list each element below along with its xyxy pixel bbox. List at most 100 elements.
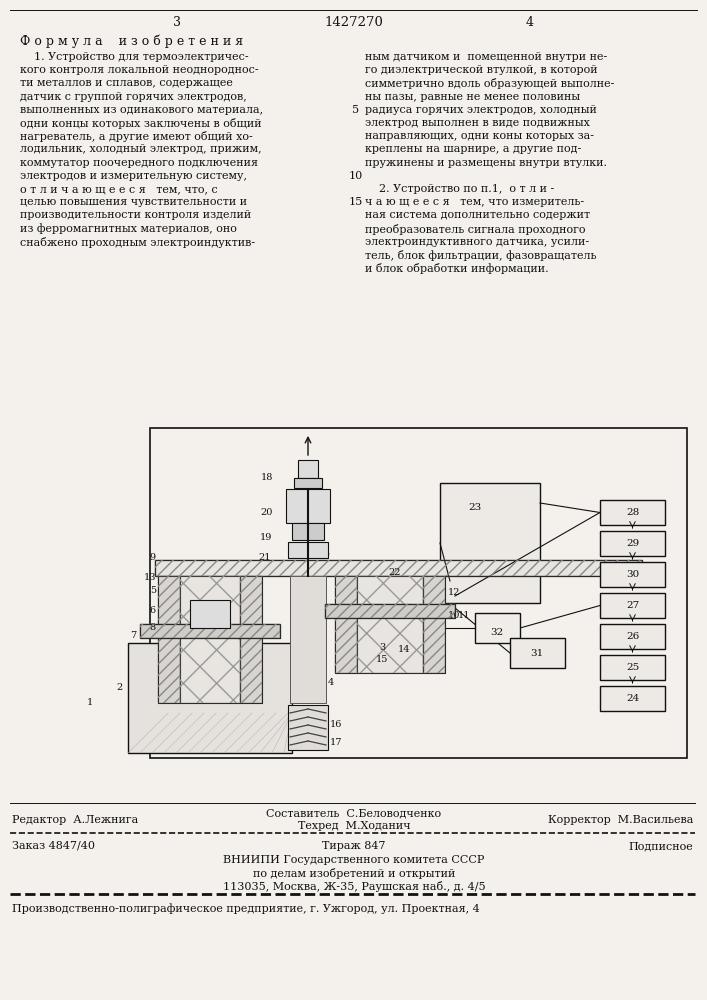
Text: 25: 25 — [626, 663, 639, 672]
Text: 5: 5 — [150, 586, 156, 595]
Text: пружинены и размещены внутри втулки.: пружинены и размещены внутри втулки. — [365, 158, 607, 168]
Text: снабжено проходным электроиндуктив-: снабжено проходным электроиндуктив- — [20, 237, 255, 248]
Text: симметрично вдоль образующей выполне-: симметрично вдоль образующей выполне- — [365, 78, 614, 89]
Text: 2: 2 — [117, 683, 123, 692]
Bar — [510, 638, 565, 668]
Bar — [600, 531, 665, 556]
Text: и блок обработки информации.: и блок обработки информации. — [365, 263, 549, 274]
Text: выполненных из одинакового материала,: выполненных из одинакового материала, — [20, 105, 263, 115]
Bar — [357, 576, 423, 673]
Text: 3: 3 — [173, 16, 181, 29]
Text: ны пазы, равные не менее половины: ны пазы, равные не менее половины — [365, 92, 580, 102]
Text: радиуса горячих электродов, холодный: радиуса горячих электродов, холодный — [365, 105, 597, 115]
Text: ти металлов и сплавов, содержащее: ти металлов и сплавов, содержащее — [20, 78, 233, 88]
Bar — [286, 489, 330, 523]
Text: датчик с группой горячих электродов,: датчик с группой горячих электродов, — [20, 92, 247, 102]
Bar — [440, 483, 540, 603]
Text: Производственно-полиграфическое предприятие, г. Ужгород, ул. Проектная, 4: Производственно-полиграфическое предприя… — [12, 903, 480, 914]
Text: 3: 3 — [379, 643, 385, 652]
Bar — [158, 576, 180, 703]
Text: электродов и измерительную систему,: электродов и измерительную систему, — [20, 171, 247, 181]
Bar — [325, 604, 455, 618]
Text: преобразователь сигнала проходного: преобразователь сигнала проходного — [365, 224, 585, 235]
Text: го диэлектрической втулкой, в которой: го диэлектрической втулкой, в которой — [365, 65, 597, 75]
Bar — [335, 576, 357, 673]
Text: 1. Устройство для термоэлектричес-: 1. Устройство для термоэлектричес- — [20, 52, 249, 62]
Bar — [190, 600, 230, 628]
Text: Корректор  М.Васильева: Корректор М.Васильева — [548, 815, 693, 825]
Bar — [475, 613, 520, 643]
Text: 31: 31 — [530, 648, 544, 658]
Bar — [600, 593, 665, 618]
Text: 9: 9 — [150, 553, 156, 562]
Bar — [155, 560, 642, 576]
Text: 23: 23 — [468, 503, 481, 512]
Text: лодильник, холодный электрод, прижим,: лодильник, холодный электрод, прижим, — [20, 144, 262, 154]
Text: 24: 24 — [626, 694, 639, 703]
Text: 15: 15 — [376, 655, 388, 664]
Bar — [240, 576, 262, 703]
Text: 113035, Москва, Ж-35, Раушская наб., д. 4/5: 113035, Москва, Ж-35, Раушская наб., д. … — [223, 881, 485, 892]
Text: 11: 11 — [458, 611, 470, 620]
Text: по делам изобретений и открытий: по делам изобретений и открытий — [253, 868, 455, 879]
Text: 16: 16 — [330, 720, 342, 729]
Text: 18: 18 — [261, 473, 273, 482]
Text: 26: 26 — [626, 632, 639, 641]
Bar — [150, 428, 687, 758]
Bar — [292, 523, 324, 540]
Text: 8: 8 — [150, 623, 156, 632]
Text: 21: 21 — [259, 553, 271, 562]
Text: производительности контроля изделий: производительности контроля изделий — [20, 210, 251, 220]
Bar — [600, 655, 665, 680]
Text: 12: 12 — [448, 588, 460, 597]
Text: тель, блок фильтрации, фазовращатель: тель, блок фильтрации, фазовращатель — [365, 250, 597, 261]
Bar — [288, 705, 328, 750]
Bar — [600, 624, 665, 649]
Text: 2. Устройство по п.1,  о т л и -: 2. Устройство по п.1, о т л и - — [365, 184, 554, 194]
Text: ч а ю щ е е с я   тем, что измеритель-: ч а ю щ е е с я тем, что измеритель- — [365, 197, 584, 207]
Text: Редактор  А.Лежнига: Редактор А.Лежнига — [12, 815, 139, 825]
Text: 1427270: 1427270 — [325, 16, 383, 29]
Text: целью повышения чувствительности и: целью повышения чувствительности и — [20, 197, 247, 207]
Text: Техред  М.Ходанич: Техред М.Ходанич — [298, 821, 410, 831]
Text: 28: 28 — [626, 508, 639, 517]
Text: коммутатор поочередного подключения: коммутатор поочередного подключения — [20, 158, 258, 168]
Text: ным датчиком и  помещенной внутри не-: ным датчиком и помещенной внутри не- — [365, 52, 607, 62]
Bar — [357, 576, 423, 673]
Text: нагреватель, а другие имеют общий хо-: нагреватель, а другие имеют общий хо- — [20, 131, 252, 142]
Text: 13: 13 — [144, 573, 156, 582]
Text: о т л и ч а ю щ е е с я   тем, что, с: о т л и ч а ю щ е е с я тем, что, с — [20, 184, 218, 194]
Text: 14: 14 — [398, 645, 411, 654]
Text: одни концы которых заключены в общий: одни концы которых заключены в общий — [20, 118, 262, 129]
Bar — [140, 624, 280, 638]
Bar — [423, 576, 445, 673]
Text: направляющих, одни коны которых за-: направляющих, одни коны которых за- — [365, 131, 594, 141]
Text: кого контроля локальной неоднороднос-: кого контроля локальной неоднороднос- — [20, 65, 259, 75]
Bar — [158, 576, 180, 703]
Text: 6: 6 — [150, 606, 156, 615]
Bar — [288, 542, 328, 558]
Text: электроиндуктивного датчика, усили-: электроиндуктивного датчика, усили- — [365, 237, 589, 247]
Text: 30: 30 — [626, 570, 639, 579]
Text: 15: 15 — [349, 197, 363, 207]
Text: 10: 10 — [349, 171, 363, 181]
Bar — [325, 604, 455, 618]
Text: 7: 7 — [130, 631, 136, 640]
Bar — [180, 576, 240, 703]
Text: электрод выполнен в виде подвижных: электрод выполнен в виде подвижных — [365, 118, 590, 128]
Text: Тираж 847: Тираж 847 — [322, 841, 386, 851]
Bar — [600, 686, 665, 711]
Bar — [180, 576, 240, 703]
Text: ная система дополнительно содержит: ная система дополнительно содержит — [365, 210, 590, 220]
Text: 27: 27 — [626, 601, 639, 610]
Text: 10: 10 — [448, 611, 460, 620]
Text: Заказ 4847/40: Заказ 4847/40 — [12, 841, 95, 851]
Bar — [600, 562, 665, 587]
Bar — [298, 460, 318, 478]
Bar — [335, 576, 357, 673]
Text: 4: 4 — [328, 678, 334, 687]
Bar — [240, 576, 262, 703]
Text: 5: 5 — [352, 105, 360, 115]
Text: Составитель  С.Беловодченко: Составитель С.Беловодченко — [267, 808, 442, 818]
Bar — [600, 500, 665, 525]
